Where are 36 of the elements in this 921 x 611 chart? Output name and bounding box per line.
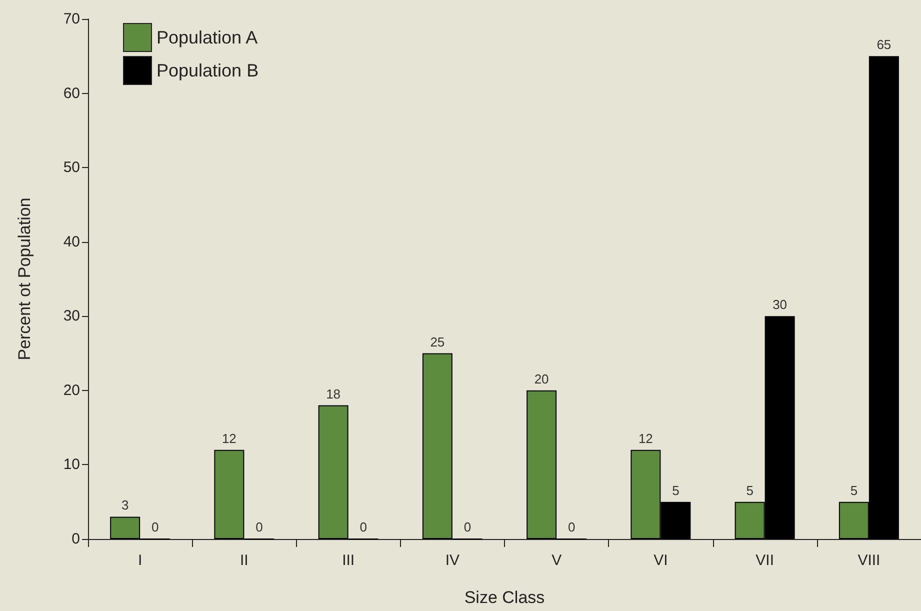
x-tick-label: III bbox=[342, 552, 355, 569]
data-label: 0 bbox=[256, 520, 263, 534]
y-tick-label: 30 bbox=[63, 308, 80, 325]
x-tick-label: V bbox=[552, 552, 562, 569]
y-tick-label: 60 bbox=[63, 84, 80, 102]
y-tick-label: 0 bbox=[72, 530, 80, 548]
y-axis-title: Percent ot Population bbox=[15, 198, 34, 360]
data-label: 18 bbox=[326, 386, 341, 402]
x-tick-label: II bbox=[240, 552, 248, 569]
data-label: 3 bbox=[121, 498, 129, 513]
x-tick-label: VI bbox=[654, 552, 668, 569]
legend-label: Population A bbox=[156, 28, 258, 48]
data-label: 5 bbox=[850, 482, 858, 498]
y-tick-label: 20 bbox=[63, 382, 80, 399]
y-tick-label: 40 bbox=[63, 233, 80, 250]
data-label: 65 bbox=[876, 37, 892, 52]
x-tick-label: VIII bbox=[858, 552, 880, 569]
x-tick-label: I bbox=[138, 552, 142, 569]
data-label: 0 bbox=[568, 520, 576, 534]
data-label: 0 bbox=[360, 520, 367, 534]
data-label: 25 bbox=[430, 334, 445, 350]
data-label: 12 bbox=[638, 430, 653, 446]
data-label: 0 bbox=[151, 520, 159, 534]
y-tick-label: 70 bbox=[63, 10, 80, 28]
legend-label: Population B bbox=[156, 60, 259, 80]
data-label: 20 bbox=[534, 371, 549, 386]
x-tick-label: VII bbox=[756, 552, 774, 569]
y-tick-label: 50 bbox=[63, 159, 80, 176]
data-label: 0 bbox=[464, 520, 472, 534]
data-label: 30 bbox=[772, 297, 788, 312]
y-tick-label: 10 bbox=[63, 456, 80, 474]
data-label: 5 bbox=[746, 482, 754, 498]
data-label: 5 bbox=[672, 482, 680, 498]
x-axis-title: Size Class bbox=[464, 588, 545, 607]
x-tick-label: IV bbox=[445, 552, 460, 569]
data-label: 12 bbox=[222, 430, 236, 446]
